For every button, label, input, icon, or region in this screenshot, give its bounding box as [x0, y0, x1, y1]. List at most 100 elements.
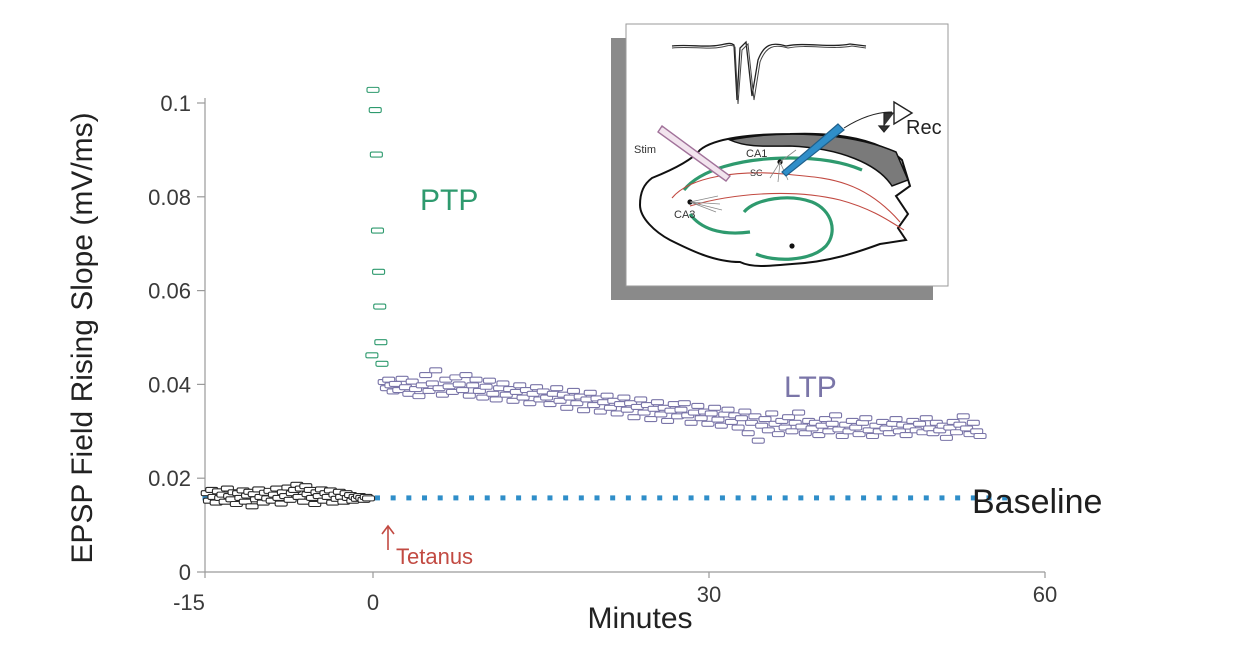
ltp-point-174: [956, 413, 970, 420]
ltp-point-172: [949, 429, 964, 436]
ltp-point-98: [701, 420, 715, 427]
y-tick-label-2: 0.04: [148, 372, 191, 397]
baseline-dot: [719, 495, 725, 501]
ltp-point-110: [741, 430, 755, 437]
baseline-dot: [939, 495, 945, 501]
ltp-point-163: [919, 415, 933, 422]
baseline-dot: [986, 495, 992, 501]
y-tick-label-3: 0.06: [148, 279, 191, 304]
ltp-point-127: [798, 430, 812, 437]
epsp-trace: [671, 40, 867, 101]
ltp-point-51: [543, 401, 557, 408]
rec-wire: [843, 111, 893, 129]
y-tick-label-1: 0.02: [148, 466, 191, 491]
baseline-dot: [704, 495, 710, 501]
ptp-point-4: [372, 268, 386, 275]
baseline-dot: [1002, 495, 1008, 501]
ltp-point-154: [889, 416, 903, 423]
ca3-dendrites: [689, 195, 723, 213]
ltp-point-53: [550, 385, 564, 392]
ltp-point-42: [513, 382, 527, 389]
ca1-layer: [682, 156, 863, 192]
baseline-dot: [876, 495, 882, 501]
ltp-point-90: [674, 406, 688, 413]
baseline-dot: [798, 495, 804, 501]
baseline-dot: [422, 495, 428, 501]
ltp-point-34: [486, 390, 500, 397]
x-tick-label-0: -15: [173, 590, 205, 615]
baseline-dot: [469, 495, 475, 501]
ltp-point-79: [637, 409, 651, 416]
ltp-point-86: [661, 417, 675, 425]
ltp-point-113: [751, 437, 765, 444]
ltp-point-147: [865, 432, 880, 440]
ptp-point-8: [365, 352, 379, 359]
tetanus-label: Tetanus: [396, 544, 473, 569]
ca3-layer: [688, 213, 751, 235]
baseline-dot: [814, 495, 820, 501]
baseline-dot: [923, 495, 929, 501]
ltp-point-27: [462, 392, 476, 399]
baseline-dot: [641, 495, 647, 501]
ltp-point-66: [593, 408, 607, 415]
inset-ca1-label: CA1: [746, 148, 767, 160]
ltp-point-135: [825, 420, 839, 427]
ltp-point-107: [731, 424, 745, 431]
ltp-point-119: [771, 431, 785, 438]
baseline-dot: [970, 495, 976, 501]
baseline-dot: [484, 495, 490, 501]
baseline-dot: [516, 495, 522, 501]
baseline-dot: [406, 495, 412, 501]
ltp-point-63: [583, 389, 597, 396]
inset-stim-label: Stim: [634, 144, 656, 156]
hippocampus-inset: Stim Rec CA1 SC CA3: [611, 23, 949, 300]
baseline-dot: [829, 495, 835, 501]
ltp-point-145: [859, 415, 873, 422]
epsp-trace-2: [671, 42, 867, 105]
ltp-point-5: [388, 380, 402, 387]
ltp-point-26: [459, 371, 473, 379]
ltp-point-59: [570, 400, 584, 407]
ltp-point-10: [405, 378, 419, 385]
baseline-dot: [563, 495, 569, 501]
baseline-dot: [578, 495, 584, 501]
y-tick-label-0: 0: [179, 560, 191, 585]
ltp-point-17: [429, 367, 443, 374]
ltp-point-114: [755, 422, 769, 429]
tetanus-arrowhead: [381, 524, 395, 535]
ltp-point-71: [610, 410, 624, 417]
ltp-point-138: [835, 432, 849, 440]
ltp-point-100: [708, 404, 722, 411]
inset-sc-label: SC: [750, 168, 763, 178]
ltp-point-68: [600, 392, 614, 399]
baseline-dot: [453, 495, 459, 501]
x-tick-label-1: 0: [367, 590, 379, 615]
ltp-point-91: [677, 400, 691, 407]
rec-electrode: [781, 123, 845, 177]
y-tick-label-4: 0.08: [148, 185, 191, 210]
ltp-point-117: [765, 410, 779, 417]
baseline-dot: [594, 495, 600, 501]
y-axis-ticks: 0 0.02 0.04 0.06 0.08 0.1: [148, 91, 205, 585]
baseline-dot: [908, 495, 914, 501]
ltp-point-32: [479, 383, 493, 390]
ltp-point-25: [456, 386, 470, 394]
ltp-point-104: [721, 406, 735, 413]
ltp-point-31: [476, 394, 490, 401]
ltp-point-16: [425, 380, 439, 387]
dentate-layer: [742, 196, 834, 261]
ltp-point-101: [711, 416, 725, 423]
inset-ca3-label: CA3: [674, 209, 695, 221]
baseline-dot: [500, 495, 506, 501]
alveus-band: [727, 133, 909, 187]
x-tick-label-2: 30: [697, 582, 721, 607]
ltp-point-123: [785, 428, 799, 435]
ltp-point-84: [654, 411, 668, 418]
ltp-point-45: [523, 400, 537, 407]
baseline-dot: [610, 495, 616, 501]
ltp-point-81: [644, 416, 658, 423]
baseline-dot: [390, 495, 396, 501]
ltp-point-179: [973, 432, 987, 440]
ltp-point-95: [691, 402, 705, 410]
